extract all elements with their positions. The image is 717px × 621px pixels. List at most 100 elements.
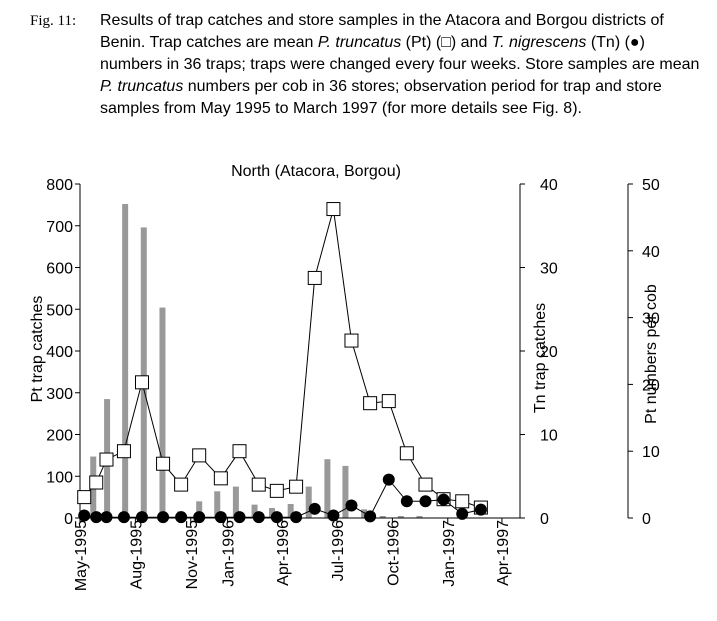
x-tick-label: Oct-1996 (385, 520, 402, 586)
pt-trap-marker (269, 483, 284, 498)
species-name: P. truncatus (317, 34, 402, 51)
cob-tick-label: 40 (642, 244, 660, 261)
store-sample-bar (305, 486, 312, 518)
store-sample-bar (122, 204, 129, 519)
tn-trap-marker (400, 495, 413, 508)
chart-axes: 0100200300400500600700800010203040010203… (46, 177, 660, 591)
tn-tick-label: 30 (540, 261, 558, 278)
store-sample-bar (397, 515, 404, 518)
pt-trap-marker (326, 202, 341, 217)
tn-trap-marker (474, 503, 487, 516)
x-tick-label: Apr-1997 (495, 520, 512, 586)
species-name: P. truncatus (100, 78, 184, 95)
left-tick-label: 500 (46, 302, 73, 319)
tn-trap-marker (364, 510, 377, 523)
left-axis-label: Pt trap catches (29, 296, 46, 403)
tn-trap-marker (252, 511, 265, 524)
store-sample-bar (159, 307, 166, 518)
store-sample-bar (342, 465, 349, 518)
pt-trap-marker (192, 448, 207, 463)
x-tick-label: Nov-1995 (184, 520, 201, 589)
cob-tick-label: 50 (642, 177, 660, 194)
tn-trap-marker (100, 511, 113, 524)
pt-trap-marker (89, 475, 104, 490)
pt-trap-marker (116, 444, 131, 459)
tn-trap-marker (233, 511, 246, 524)
left-tick-label: 200 (46, 428, 73, 445)
cob-tick-label: 30 (642, 311, 660, 328)
store-sample-bar (379, 515, 386, 518)
store-sample-bar (287, 503, 294, 518)
tn-trap-marker (308, 502, 321, 515)
store-sample-bar (324, 459, 331, 518)
tn-trap-marker (78, 509, 91, 522)
pt-trap-marker (134, 375, 149, 390)
store-sample-bar (196, 501, 203, 518)
left-tick-label: 300 (46, 386, 73, 403)
tn-trap-marker (90, 511, 103, 524)
x-tick-label: Jan-1997 (441, 520, 458, 587)
x-tick-label: Apr-1996 (275, 520, 292, 586)
pt-trap-marker (156, 456, 171, 471)
left-tick-label: 400 (46, 344, 73, 361)
pt-trap-marker (99, 452, 114, 467)
tn-trap-marker (117, 511, 130, 524)
store-sample-bar (140, 227, 147, 519)
store-sample-bars (90, 204, 423, 519)
pt-trap-marker (232, 444, 247, 459)
tn-trap-marker (157, 511, 170, 524)
pt-trap-marker (289, 479, 304, 494)
tn-trap-marker (193, 511, 206, 524)
store-sample-bar (214, 491, 221, 518)
tn-tick-label: 0 (540, 511, 549, 528)
tn-axis-label: Tn trap catches (532, 303, 549, 413)
tn-trap-marker (327, 509, 340, 522)
x-tick-label: Jul-1996 (330, 520, 347, 581)
pt-trap-marker (381, 394, 396, 409)
left-tick-label: 800 (46, 177, 73, 194)
left-tick-label: 100 (46, 469, 73, 486)
caption-text: Results of trap catches and store sample… (100, 12, 700, 117)
store-sample-bar (269, 507, 276, 518)
tn-tick-label: 10 (540, 428, 558, 445)
pt-trap-marker (307, 270, 322, 285)
tn-trap-marker (345, 499, 358, 512)
pt-trap-marker (363, 396, 378, 411)
chart-title: North (Atacora, Borgou) (231, 163, 401, 180)
pt-trap-marker (399, 446, 414, 461)
pt-trap-marker (77, 490, 92, 505)
tn-trap-marker (437, 493, 450, 506)
tn-trap-marker (175, 511, 188, 524)
tn-tick-label: 20 (540, 344, 558, 361)
figure-caption: Fig. 11: Results of trap catches and sto… (30, 10, 700, 120)
tn-trap-marker (456, 507, 469, 520)
left-tick-label: 600 (46, 261, 73, 278)
pt-trap-marker (174, 477, 189, 492)
store-sample-bar (232, 486, 239, 518)
pt-trap-marker (455, 494, 470, 509)
tn-trap-marker (135, 511, 148, 524)
store-sample-bar (361, 509, 368, 518)
pt-trap-marker (251, 477, 266, 492)
trap-catch-lines (77, 202, 488, 524)
left-tick-label: 0 (64, 511, 73, 528)
x-tick-label: Jan-1996 (220, 520, 237, 587)
species-name: T. nigrescens (491, 34, 587, 51)
left-tick-label: 700 (46, 219, 73, 236)
tn-trap-marker (270, 511, 283, 524)
caption-label: Fig. 11: (30, 13, 77, 29)
tn-trap-marker (290, 511, 303, 524)
cob-tick-label: 20 (642, 377, 660, 394)
pt-trap-marker (344, 333, 359, 348)
cob-tick-label: 0 (642, 511, 651, 528)
tn-trap-marker (382, 473, 395, 486)
pt-trap-marker (213, 471, 228, 486)
tn-trap-marker (214, 511, 227, 524)
tn-tick-label: 40 (540, 177, 558, 194)
x-tick-label: Aug-1995 (128, 520, 145, 589)
store-sample-bar (251, 504, 258, 518)
cob-tick-label: 10 (642, 444, 660, 461)
tn-trap-marker (419, 495, 432, 508)
x-tick-label: May-1995 (73, 520, 90, 591)
